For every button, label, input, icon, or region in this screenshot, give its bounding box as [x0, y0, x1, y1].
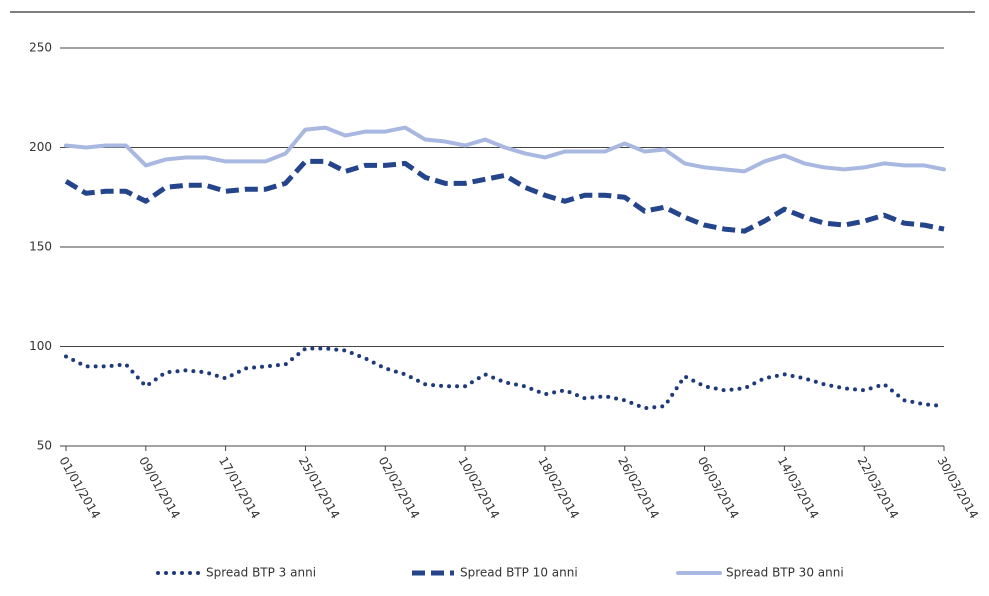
y-tick-label: 150 [29, 240, 52, 254]
x-tick-label: 22/03/2014 [855, 454, 902, 521]
y-tick-label: 100 [29, 339, 52, 353]
x-tick-label: 17/01/2014 [216, 454, 263, 521]
x-tick-label: 26/02/2014 [615, 454, 662, 521]
legend-label: Spread BTP 3 anni [206, 566, 316, 580]
y-tick-label: 200 [29, 140, 52, 154]
legend-item: Spread BTP 3 anni [156, 566, 316, 580]
legend-item: Spread BTP 30 anni [676, 566, 844, 580]
x-tick-label: 01/01/2014 [56, 454, 103, 521]
series-line [64, 158, 945, 234]
x-tick-label: 14/03/2014 [775, 454, 822, 521]
legend-label: Spread BTP 30 anni [726, 566, 844, 580]
x-tick-label: 30/03/2014 [934, 454, 981, 521]
x-tick-label: 10/02/2014 [455, 454, 502, 521]
x-tick-label: 06/03/2014 [695, 454, 742, 521]
x-tick-label: 25/01/2014 [296, 454, 343, 521]
x-tick-label: 02/02/2014 [376, 454, 423, 521]
series-line [64, 125, 946, 174]
series-line [64, 346, 946, 411]
legend-item: Spread BTP 10 anni [412, 566, 578, 580]
y-tick-label: 50 [37, 439, 52, 453]
legend-label: Spread BTP 10 anni [460, 566, 578, 580]
x-tick-label: 09/01/2014 [136, 454, 183, 521]
y-tick-label: 250 [29, 41, 52, 55]
x-tick-label: 18/02/2014 [535, 454, 582, 521]
